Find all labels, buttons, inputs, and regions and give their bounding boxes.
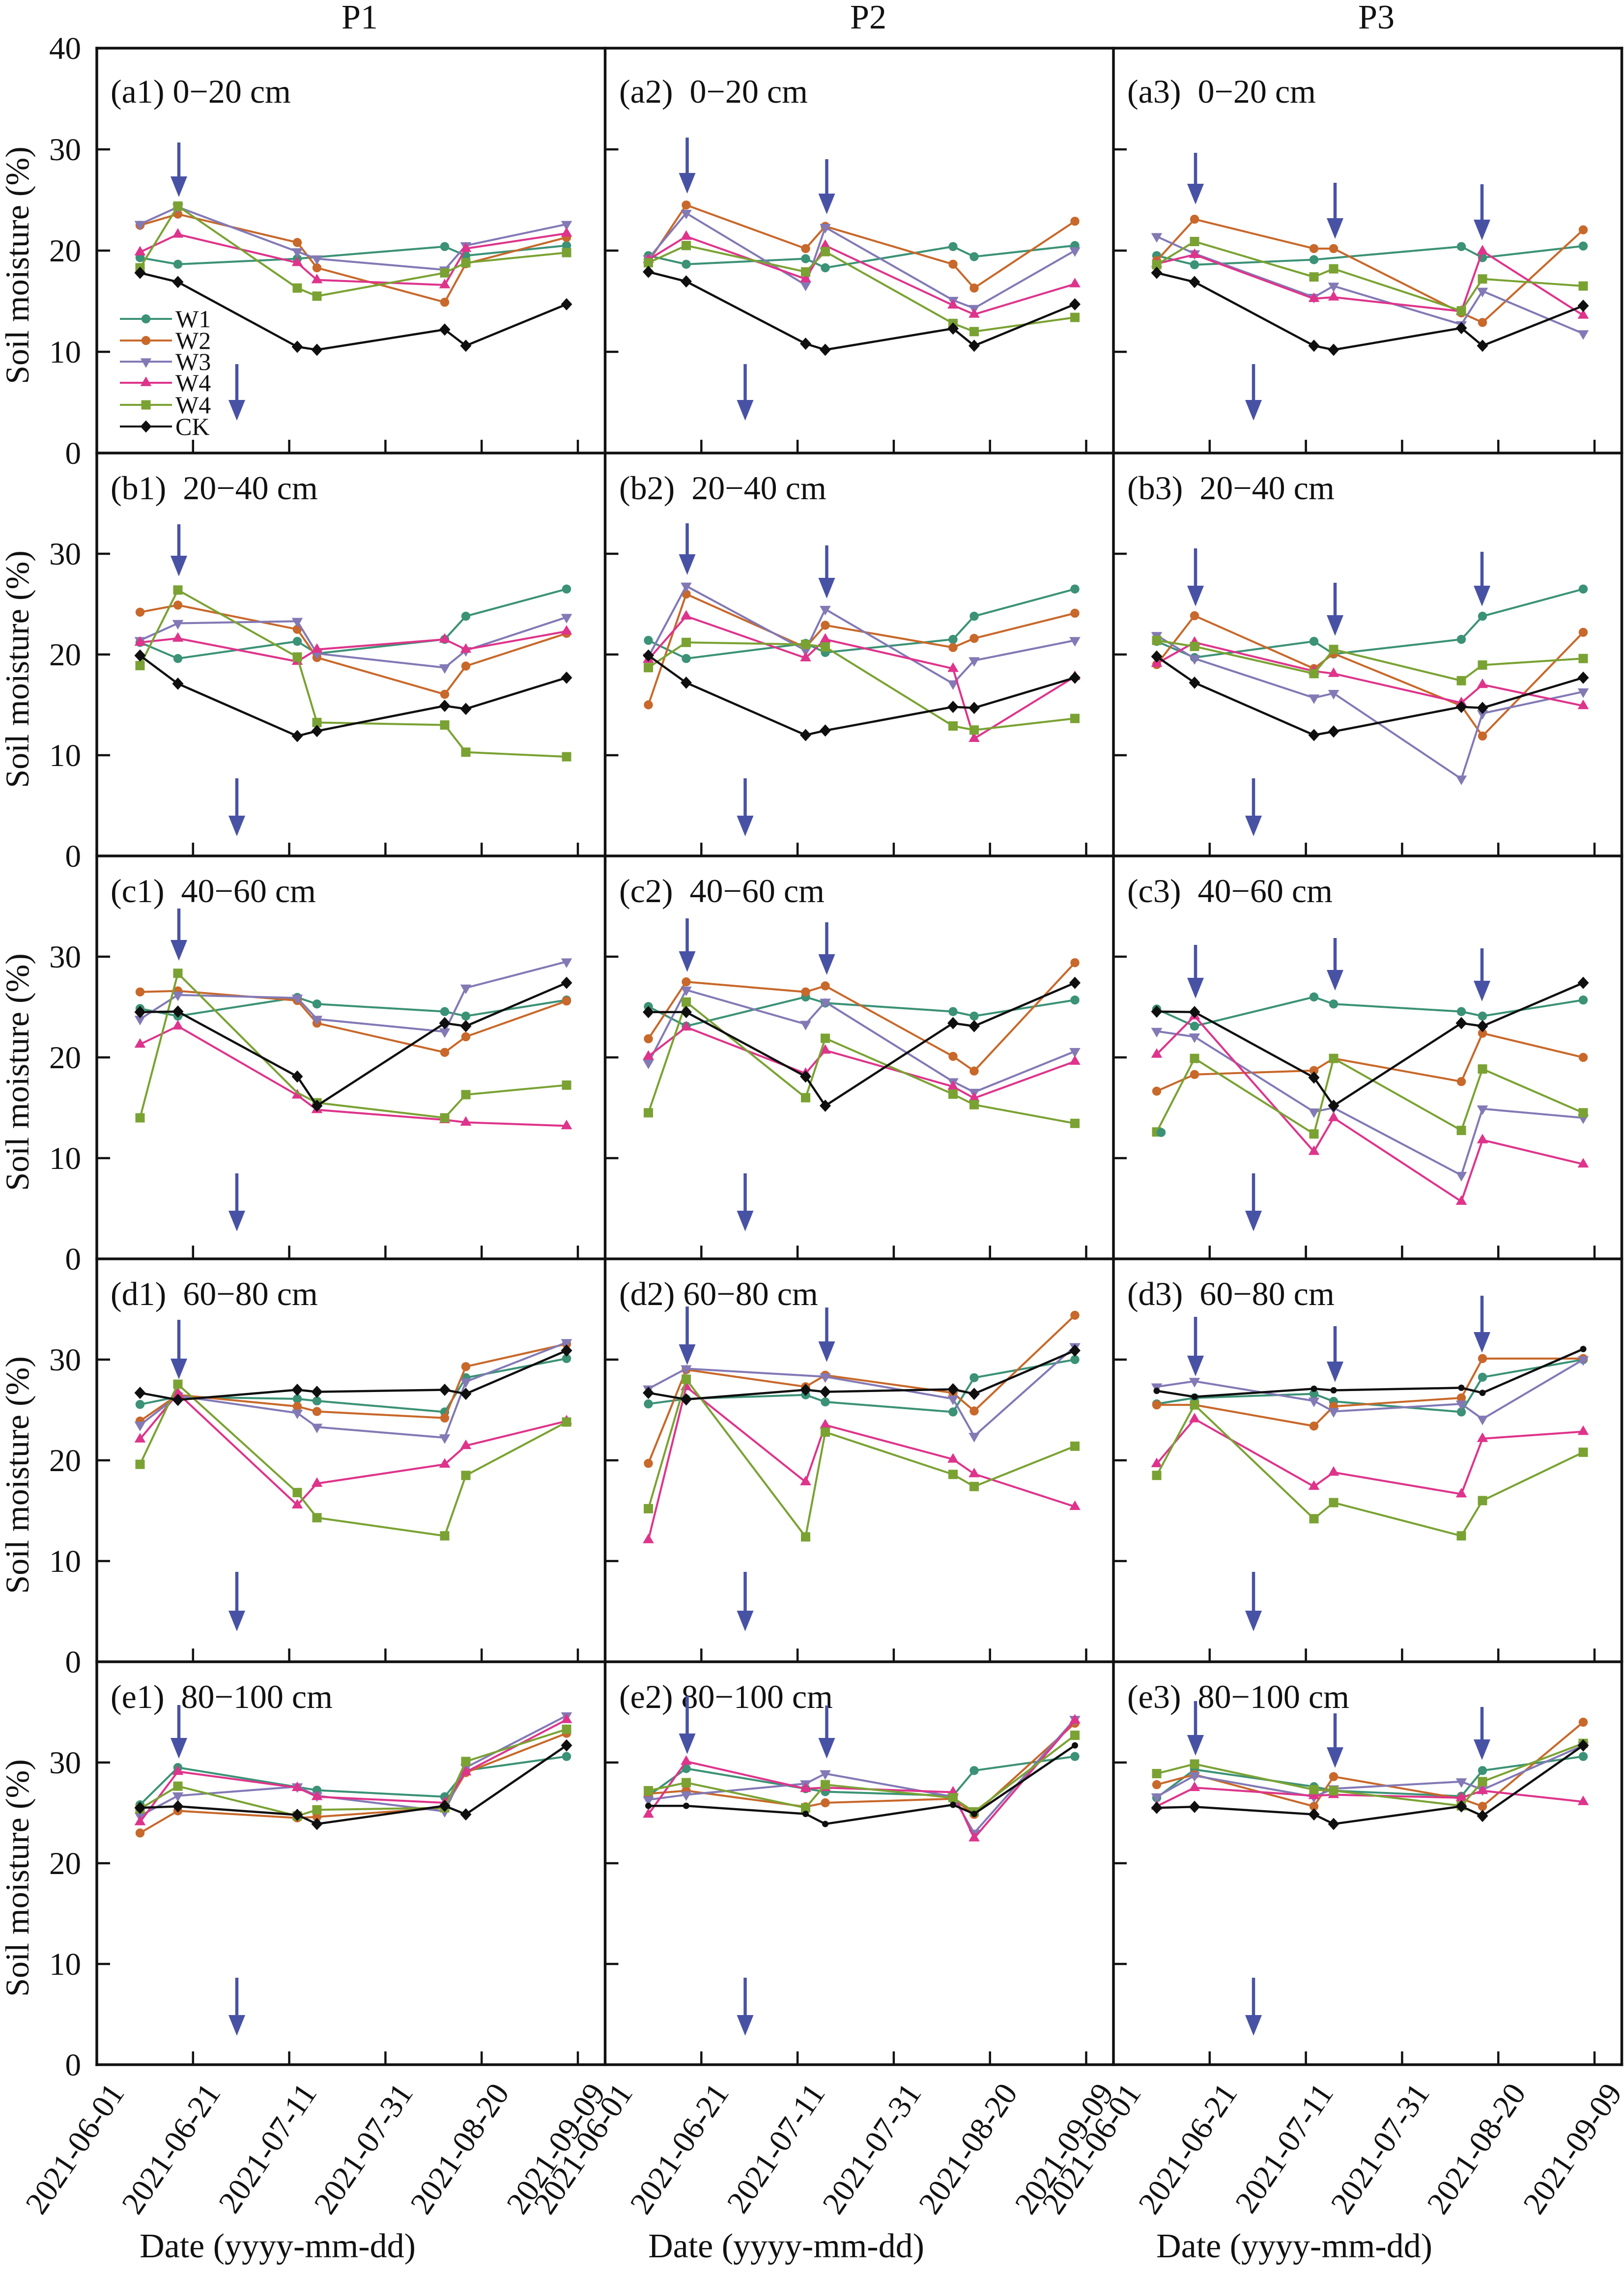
svg-text:(c1) 40−60 cm: (c1) 40−60 cm — [111, 872, 316, 910]
svg-text:Soil moisture (%): Soil moisture (%) — [0, 550, 36, 788]
svg-text:10: 10 — [49, 1947, 81, 1982]
svg-text:Soil moisture (%): Soil moisture (%) — [0, 953, 36, 1191]
svg-text:Date (yyyy-mm-dd): Date (yyyy-mm-dd) — [648, 2227, 924, 2265]
svg-text:(c3) 40−60 cm: (c3) 40−60 cm — [1127, 872, 1333, 910]
svg-text:W4: W4 — [175, 391, 211, 419]
svg-text:(d3) 60−80 cm: (d3) 60−80 cm — [1127, 1275, 1335, 1312]
svg-text:30: 30 — [49, 537, 81, 572]
svg-text:W2: W2 — [175, 327, 211, 354]
svg-text:CK: CK — [175, 413, 209, 440]
svg-text:(b2) 20−40 cm: (b2) 20−40 cm — [619, 469, 826, 507]
svg-text:10: 10 — [49, 1544, 81, 1579]
svg-text:(b1) 20−40 cm: (b1) 20−40 cm — [111, 469, 318, 507]
svg-text:W1: W1 — [175, 305, 211, 333]
svg-text:(e1) 80−100 cm: (e1) 80−100 cm — [111, 1678, 333, 1715]
svg-text:(c2) 40−60 cm: (c2) 40−60 cm — [619, 872, 825, 910]
svg-text:0: 0 — [65, 436, 82, 471]
svg-text:20: 20 — [49, 233, 81, 269]
svg-text:20: 20 — [49, 1040, 81, 1076]
svg-text:20: 20 — [49, 1846, 81, 1881]
svg-text:Soil moisture (%): Soil moisture (%) — [0, 1356, 36, 1594]
svg-text:0: 0 — [65, 1645, 82, 1680]
svg-text:10: 10 — [49, 1141, 81, 1176]
svg-text:(b3) 20−40 cm: (b3) 20−40 cm — [1127, 469, 1335, 507]
svg-text:W3: W3 — [175, 348, 211, 375]
svg-text:0: 0 — [65, 1242, 82, 1277]
svg-text:(e3) 80−100 cm: (e3) 80−100 cm — [1127, 1678, 1349, 1715]
svg-text:(a1) 0−20 cm: (a1) 0−20 cm — [111, 73, 291, 110]
svg-text:W4: W4 — [175, 369, 211, 397]
svg-text:P3: P3 — [1358, 0, 1395, 36]
svg-text:(a2) 0−20 cm: (a2) 0−20 cm — [619, 73, 808, 110]
svg-text:Soil moisture (%): Soil moisture (%) — [0, 146, 36, 384]
svg-text:10: 10 — [49, 335, 81, 370]
svg-text:P1: P1 — [342, 0, 378, 36]
svg-text:10: 10 — [49, 738, 81, 773]
svg-text:30: 30 — [49, 1342, 81, 1378]
svg-text:0: 0 — [65, 839, 82, 874]
svg-text:(d2) 60−80 cm: (d2) 60−80 cm — [619, 1275, 818, 1312]
svg-text:P2: P2 — [850, 0, 886, 36]
svg-text:20: 20 — [49, 1443, 81, 1478]
svg-text:30: 30 — [49, 132, 81, 168]
svg-text:0: 0 — [65, 2047, 82, 2083]
svg-text:(d1) 60−80 cm: (d1) 60−80 cm — [111, 1275, 318, 1312]
svg-text:20: 20 — [49, 637, 81, 673]
svg-text:Date (yyyy-mm-dd): Date (yyyy-mm-dd) — [1156, 2227, 1432, 2265]
svg-text:Soil moisture (%): Soil moisture (%) — [0, 1759, 36, 1997]
svg-text:30: 30 — [49, 939, 81, 975]
svg-text:(a3) 0−20 cm: (a3) 0−20 cm — [1127, 73, 1316, 110]
svg-text:30: 30 — [49, 1745, 81, 1781]
svg-text:Date (yyyy-mm-dd): Date (yyyy-mm-dd) — [140, 2227, 416, 2265]
svg-text:(e2) 80−100 cm: (e2) 80−100 cm — [619, 1678, 833, 1715]
svg-text:40: 40 — [49, 31, 81, 66]
